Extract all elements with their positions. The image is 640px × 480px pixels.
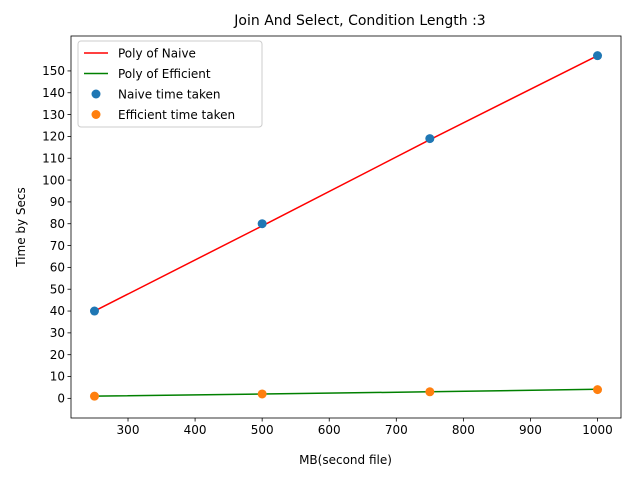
legend-box [77, 40, 263, 128]
y-tick-label: 110 [42, 151, 65, 165]
series-1-point [257, 219, 267, 229]
x-axis-label: MB(second file) [299, 453, 392, 467]
y-tick-label: 10 [50, 370, 65, 384]
x-tick-label: 900 [519, 423, 542, 437]
series-1-point [425, 134, 435, 144]
y-tick-label: 60 [50, 261, 65, 275]
fit-line-1 [94, 54, 598, 312]
series-2-point [425, 387, 435, 397]
series-2-point [593, 385, 603, 395]
y-tick-label: 30 [50, 326, 65, 340]
plot-frame [70, 35, 622, 419]
plot-content [89, 51, 603, 401]
series-2-point [257, 389, 267, 399]
y-tick-label: 100 [42, 173, 65, 187]
legend-label: Poly of Efficient [118, 67, 211, 81]
x-tick-label: 800 [452, 423, 475, 437]
legend-label: Poly of Naive [118, 46, 196, 60]
y-tick-label: 50 [50, 282, 65, 296]
x-tick-label: 300 [117, 423, 140, 437]
y-tick-label: 70 [50, 239, 65, 253]
legend-label: Efficient time taken [118, 108, 235, 122]
y-tick-label: 150 [42, 64, 65, 78]
legend-marker-swatch [91, 89, 101, 99]
y-tick-label: 20 [50, 348, 65, 362]
y-tick-label: 90 [50, 195, 65, 209]
y-tick-label: 0 [57, 392, 65, 406]
x-tick-label: 400 [184, 423, 207, 437]
x-tick-label: 600 [318, 423, 341, 437]
y-tick-label: 140 [42, 86, 65, 100]
y-tick-label: 40 [50, 304, 65, 318]
x-tick-label: 1000 [582, 423, 613, 437]
legend: Poly of Naive Poly of Efficient Naive time… [77, 40, 263, 128]
y-tick-label: 130 [42, 108, 65, 122]
x-tick-label: 500 [251, 423, 274, 437]
series-2-point [89, 391, 99, 401]
series-1-point [89, 306, 99, 316]
axes: 300 400 500 600 700 800 900 1000 0 10 20 30 40 50 60 70… [42, 35, 622, 437]
series-1-point [593, 51, 603, 61]
y-axis-label: Time by Secs [14, 187, 28, 268]
chart-title: Join And Select, Condition Length :3 [233, 13, 485, 29]
x-tick-label: 700 [385, 423, 408, 437]
y-tick-label: 120 [42, 130, 65, 144]
legend-label: Naive time taken [118, 87, 220, 101]
fit-line-2 [94, 388, 598, 397]
y-tick-label: 80 [50, 217, 65, 231]
legend-marker-swatch [91, 110, 101, 119]
